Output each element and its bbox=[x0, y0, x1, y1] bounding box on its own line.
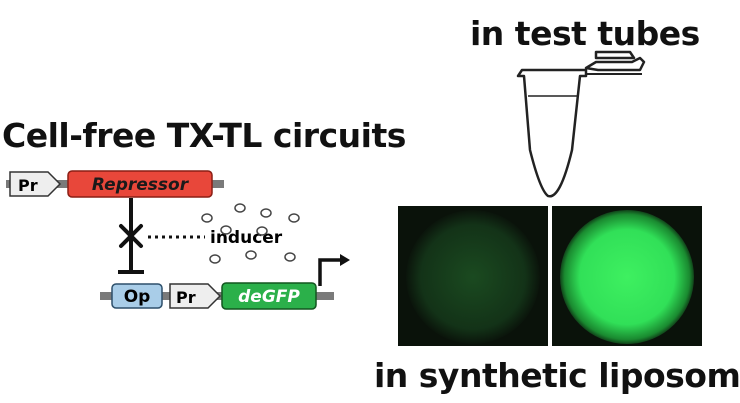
liposomes-title: in synthetic liposomes bbox=[374, 356, 740, 395]
operator bbox=[111, 283, 163, 309]
promoter-bottom bbox=[169, 283, 222, 309]
repression-x-icon bbox=[119, 224, 143, 248]
circuit-title: Cell-free TX-TL circuits bbox=[2, 116, 406, 155]
liposome-dim-image bbox=[398, 206, 548, 346]
reporter-label: deGFP bbox=[238, 287, 300, 307]
test-tube-icon bbox=[516, 50, 646, 198]
liposome-bright-image bbox=[552, 206, 702, 346]
promoter-bottom-label: Pr bbox=[176, 288, 196, 307]
transcription-arrow-icon bbox=[318, 258, 344, 286]
liposome-dim bbox=[406, 210, 540, 344]
inducer-molecules bbox=[201, 203, 300, 264]
liposome-bright bbox=[560, 210, 694, 344]
promoter-top bbox=[9, 171, 62, 197]
reporter-gene bbox=[221, 282, 317, 310]
operator-label: Op bbox=[124, 287, 151, 307]
tubes-title: in test tubes bbox=[470, 14, 700, 53]
promoter-top-label: Pr bbox=[18, 176, 38, 195]
repressor-gene bbox=[67, 170, 213, 198]
repressor-label: Repressor bbox=[92, 175, 190, 195]
